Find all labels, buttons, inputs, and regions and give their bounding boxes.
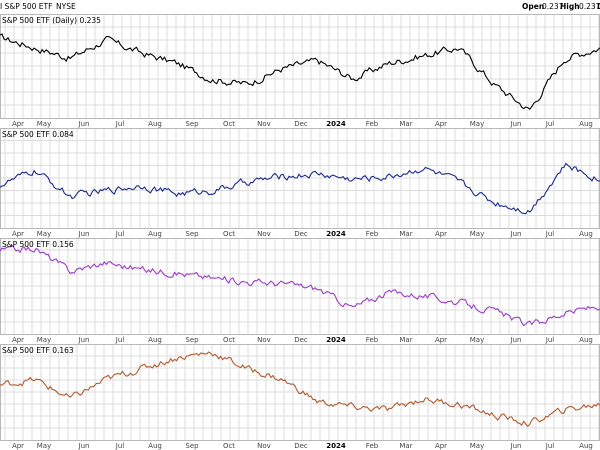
x-tick-label: Mar <box>399 336 412 344</box>
x-tick-label: Jul <box>115 230 125 238</box>
x-tick-label: Jul <box>545 230 555 238</box>
series-line-1 <box>0 33 600 110</box>
x-tick-label: May <box>37 336 51 344</box>
x-tick-label: Oct <box>223 230 235 238</box>
open-value: 0.237 <box>542 2 564 11</box>
x-tick-label: Aug <box>579 336 593 344</box>
x-tick-label: May <box>37 442 51 450</box>
open-label: Open <box>522 2 544 11</box>
x-tick-label: Apr <box>12 442 24 450</box>
x-tick-label: Apr <box>435 336 447 344</box>
x-tick-label: Oct <box>223 120 235 128</box>
x-tick-label: Jun <box>510 336 522 344</box>
x-tick-label: Jun <box>78 230 90 238</box>
high-value: 0.237 <box>579 2 600 11</box>
panel-title: S&P 500 ETF 0.163 <box>2 346 74 355</box>
panel-title: S&P 500 ETF 0.084 <box>2 130 74 139</box>
low-label: Lo <box>597 2 600 11</box>
x-tick-label: May <box>470 442 484 450</box>
x-tick-label: Jul <box>115 442 125 450</box>
x-tick-label: Sep <box>185 442 199 450</box>
x-tick-label: May <box>37 120 51 128</box>
x-tick-label: Nov <box>257 230 271 238</box>
x-tick-label: Apr <box>12 336 24 344</box>
x-tick-label: Apr <box>435 120 447 128</box>
x-tick-label: Jun <box>78 442 90 450</box>
x-tick-label: Feb <box>366 336 379 344</box>
x-tick-label: Jun <box>78 336 90 344</box>
x-tick-label: Dec <box>294 442 308 450</box>
chart-title: I S&P 500 ETF <box>0 2 52 11</box>
x-tick-label: Mar <box>399 230 412 238</box>
x-tick-label: Jul <box>115 336 125 344</box>
chart-panel-4: S&P 500 ETF 0.163 Apr May Jun Jul Aug Sep Oct No… <box>0 344 600 450</box>
chart-panel-2: S&P 500 ETF 0.084 Apr May Jun Jul Aug Sep Oct No… <box>0 128 600 238</box>
x-tick-label: Sep <box>185 336 199 344</box>
x-tick-label: Feb <box>366 230 379 238</box>
exchange-label: NYSE <box>56 2 76 11</box>
x-tick-label: 2024 <box>326 120 346 128</box>
x-tick-label: Jul <box>545 336 555 344</box>
x-tick-label: Jun <box>510 230 522 238</box>
x-tick-label: Aug <box>579 120 593 128</box>
x-tick-label: Apr <box>435 442 447 450</box>
x-tick-label: Aug <box>579 442 593 450</box>
x-tick-label: Dec <box>294 120 308 128</box>
x-tick-label: 2024 <box>326 230 346 238</box>
x-tick-label: May <box>470 336 484 344</box>
x-tick-label: Oct <box>223 442 235 450</box>
panel-title: S&P 500 ETF 0.156 <box>2 240 74 249</box>
x-tick-label: May <box>470 120 484 128</box>
x-tick-label: Aug <box>579 230 593 238</box>
x-tick-label: Jun <box>510 120 522 128</box>
x-tick-label: Aug <box>148 336 162 344</box>
x-tick-label: Dec <box>294 230 308 238</box>
x-tick-label: May <box>470 230 484 238</box>
x-tick-label: Feb <box>366 442 379 450</box>
x-tick-label: Mar <box>399 120 412 128</box>
series-line-4 <box>0 351 600 428</box>
series-line-2 <box>0 162 600 215</box>
x-tick-label: Feb <box>366 120 379 128</box>
x-tick-label: 2024 <box>326 336 346 344</box>
x-tick-label: Jun <box>510 442 522 450</box>
x-tick-label: Sep <box>185 230 199 238</box>
x-tick-label: Apr <box>435 230 447 238</box>
high-label: High <box>560 2 580 11</box>
panel-title: S&P 500 ETF (Daily) 0.235 <box>2 16 101 25</box>
chart-panel-1: S&P 500 ETF (Daily) 0.235 Apr May Jun Jul Aug… <box>0 14 600 128</box>
chart-panel-3: S&P 500 ETF 0.156 Apr May Jun Jul Aug Sep Oct No… <box>0 238 600 344</box>
x-tick-label: Sep <box>185 120 199 128</box>
x-tick-label: Nov <box>257 442 271 450</box>
x-tick-label: 2024 <box>326 442 346 450</box>
x-tick-label: Dec <box>294 336 308 344</box>
series-line-3 <box>0 244 600 327</box>
x-tick-label: Nov <box>257 336 271 344</box>
x-tick-label: Oct <box>223 336 235 344</box>
x-tick-label: Apr <box>12 120 24 128</box>
x-tick-label: Jul <box>545 442 555 450</box>
x-tick-label: Jun <box>78 120 90 128</box>
x-tick-label: Aug <box>148 442 162 450</box>
x-tick-label: Apr <box>12 230 24 238</box>
x-tick-label: Aug <box>148 120 162 128</box>
x-tick-label: Mar <box>399 442 412 450</box>
x-tick-label: Jul <box>545 120 555 128</box>
x-tick-label: Nov <box>257 120 271 128</box>
x-tick-label: Jul <box>115 120 125 128</box>
x-tick-label: May <box>37 230 51 238</box>
x-tick-label: Aug <box>148 230 162 238</box>
